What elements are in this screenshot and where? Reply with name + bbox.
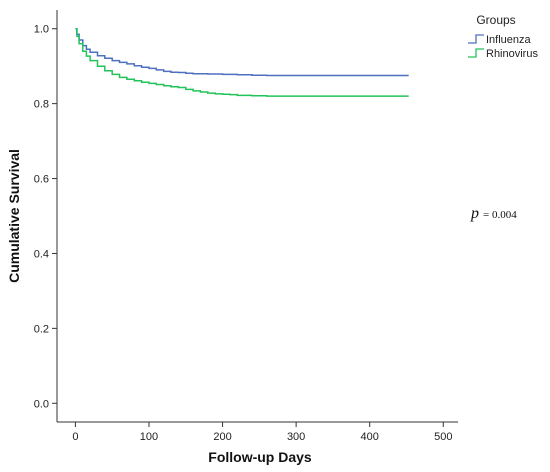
y-tick-label: 0.0 [34, 398, 49, 410]
y-tick-label: 0.8 [34, 99, 49, 111]
x-tick-label: 500 [434, 431, 452, 443]
p-value-annotation: p = 0.004 [470, 205, 517, 222]
y-axis-label: Cumulative Survival [6, 149, 22, 283]
legend-label-influenza: Influenza [486, 34, 532, 46]
legend-swatch-rhinovirus [468, 48, 484, 58]
x-tick-label: 100 [140, 431, 158, 443]
x-axis-label: Follow-up Days [208, 449, 312, 465]
legend-swatch-influenza [468, 34, 484, 44]
plot-area [56, 10, 458, 423]
legend: Groups Influenza Rhinovirus [468, 13, 538, 60]
series-layer [75, 27, 409, 97]
y-tick-label: 0.2 [34, 323, 49, 335]
p-value-text: = 0.004 [483, 209, 517, 221]
x-tick-label: 400 [361, 431, 379, 443]
y-axis-ticks: 0.0 0.2 0.4 0.6 0.8 1.0 [34, 24, 57, 410]
series-line-rhinovirus [75, 27, 409, 97]
x-axis-ticks: 0 100 200 300 400 500 [72, 422, 452, 443]
x-tick-label: 200 [213, 431, 231, 443]
series-line-influenza [75, 27, 409, 77]
y-tick-label: 0.6 [34, 174, 49, 186]
x-tick-label: 300 [287, 431, 305, 443]
y-tick-label: 0.4 [34, 248, 49, 260]
x-tick-label: 0 [72, 431, 78, 443]
y-tick-label: 1.0 [34, 24, 49, 36]
legend-label-rhinovirus: Rhinovirus [486, 48, 538, 60]
legend-title: Groups [476, 13, 515, 27]
p-value-symbol: p [470, 205, 479, 222]
